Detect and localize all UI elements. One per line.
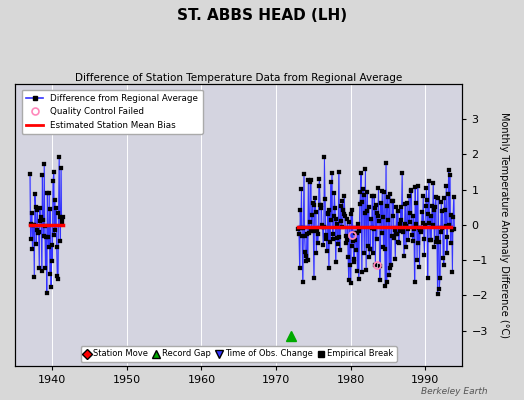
Text: ST. ABBS HEAD (LH): ST. ABBS HEAD (LH) (177, 8, 347, 23)
Text: Berkeley Earth: Berkeley Earth (421, 387, 487, 396)
Y-axis label: Monthly Temperature Anomaly Difference (°C): Monthly Temperature Anomaly Difference (… (499, 112, 509, 338)
Title: Difference of Station Temperature Data from Regional Average: Difference of Station Temperature Data f… (75, 73, 402, 83)
Legend: Station Move, Record Gap, Time of Obs. Change, Empirical Break: Station Move, Record Gap, Time of Obs. C… (81, 346, 397, 362)
